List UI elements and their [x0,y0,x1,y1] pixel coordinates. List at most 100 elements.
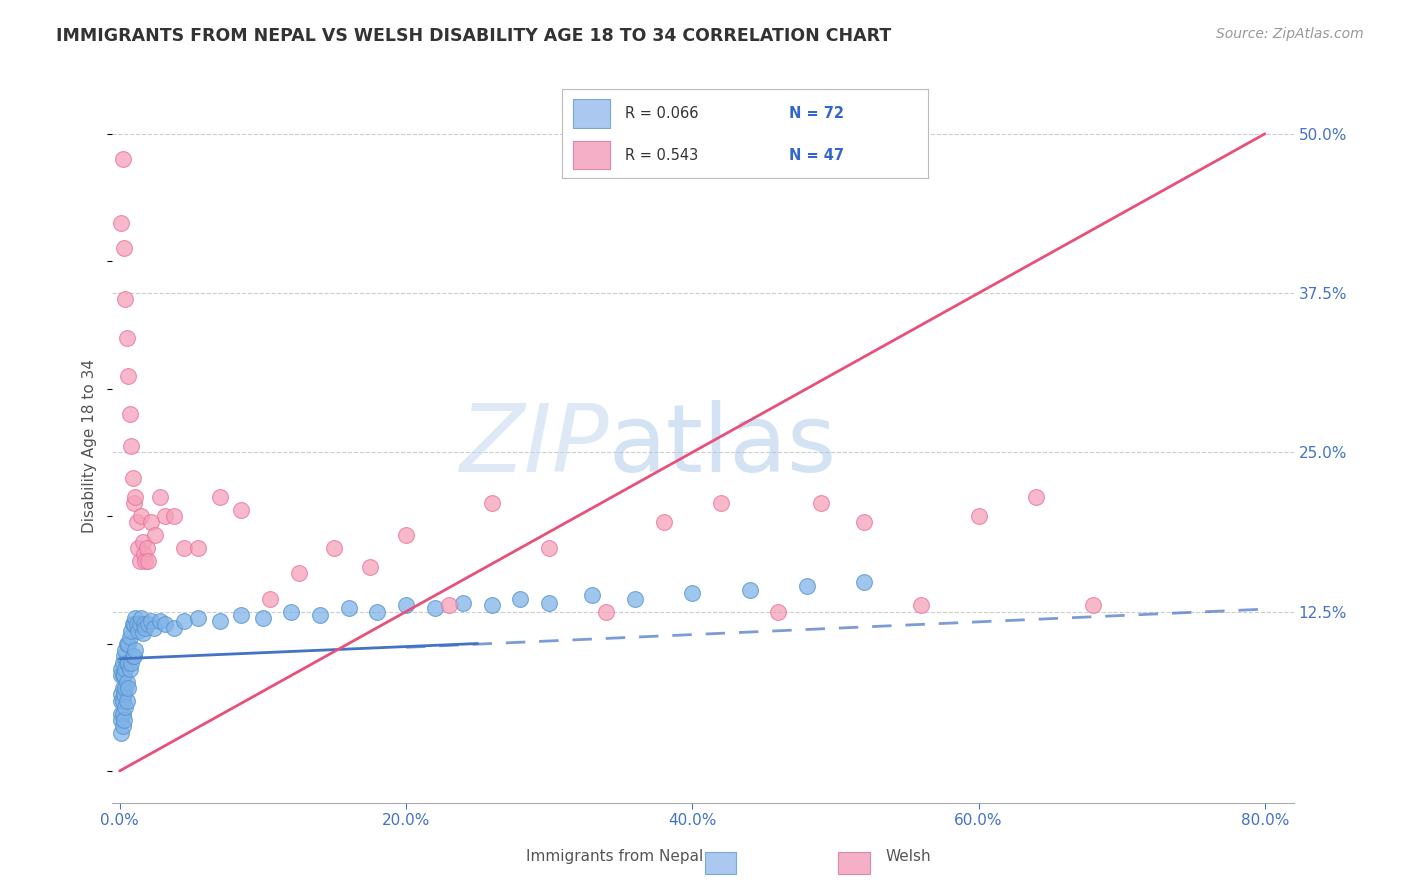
Point [110,668,132,682]
Point [136,617,159,632]
Point [127,541,149,555]
Point [163,621,186,635]
Point [259,591,281,606]
Point [115,656,138,670]
Point [110,706,132,721]
Point [481,599,503,613]
Point [127,624,149,638]
Text: N = 47: N = 47 [789,148,844,162]
Point [124,490,146,504]
Point [118,662,141,676]
Point [114,293,136,307]
Point [810,496,832,510]
Point [139,516,162,530]
Point [112,242,135,256]
Point [451,596,474,610]
Point [624,591,647,606]
Point [129,509,152,524]
Point [423,600,446,615]
Bar [574,99,610,128]
Point [738,582,761,597]
Point [681,585,703,599]
Point [134,621,156,635]
Point [121,649,143,664]
Point [187,611,209,625]
Point [131,626,153,640]
Point [581,588,603,602]
Point [118,630,141,644]
Point [112,688,135,702]
Point [117,368,139,383]
Point [163,509,186,524]
Point [538,541,561,555]
Point [187,541,209,555]
Point [208,614,231,628]
Point [395,599,418,613]
Point [120,656,142,670]
Point [110,694,132,708]
Point [796,579,818,593]
Point [139,614,162,628]
Point [252,611,274,625]
Point [111,706,134,721]
Point [125,516,148,530]
Point [155,509,177,524]
Text: R = 0.543: R = 0.543 [624,148,697,162]
Point [481,496,503,510]
Point [110,725,132,739]
Point [117,681,139,695]
Point [114,643,136,657]
Point [509,591,531,606]
Point [114,662,136,676]
Point [128,617,150,632]
Point [117,636,139,650]
Point [231,608,253,623]
Point [110,662,132,676]
Point [136,554,159,568]
Point [110,216,132,230]
Point [395,528,418,542]
Point [132,547,155,561]
Point [122,496,145,510]
Point [112,713,135,727]
Point [134,554,156,568]
Point [111,656,134,670]
Point [111,668,134,682]
Point [129,611,152,625]
Bar [574,141,610,169]
Text: ZIP: ZIP [458,401,609,491]
Point [853,575,876,590]
Point [121,617,143,632]
Point [122,649,145,664]
Point [287,566,309,581]
Point [114,681,136,695]
Point [128,554,150,568]
Point [110,688,132,702]
Point [710,496,733,510]
Point [595,605,617,619]
Point [538,596,561,610]
Point [122,617,145,632]
Point [125,617,148,632]
Point [280,605,302,619]
Point [967,509,990,524]
Point [208,490,231,504]
Point [173,614,195,628]
Bar [704,852,737,874]
Point [124,643,146,657]
Text: atlas: atlas [609,400,837,492]
Point [1025,490,1047,504]
Point [118,407,141,421]
Point [145,528,167,542]
Point [853,516,876,530]
Point [359,560,381,574]
Point [143,621,166,635]
Point [173,541,195,555]
Point [652,516,675,530]
Point [309,608,332,623]
Point [1081,599,1104,613]
Point [149,490,172,504]
Bar [838,852,870,874]
Point [117,656,139,670]
Point [437,599,460,613]
